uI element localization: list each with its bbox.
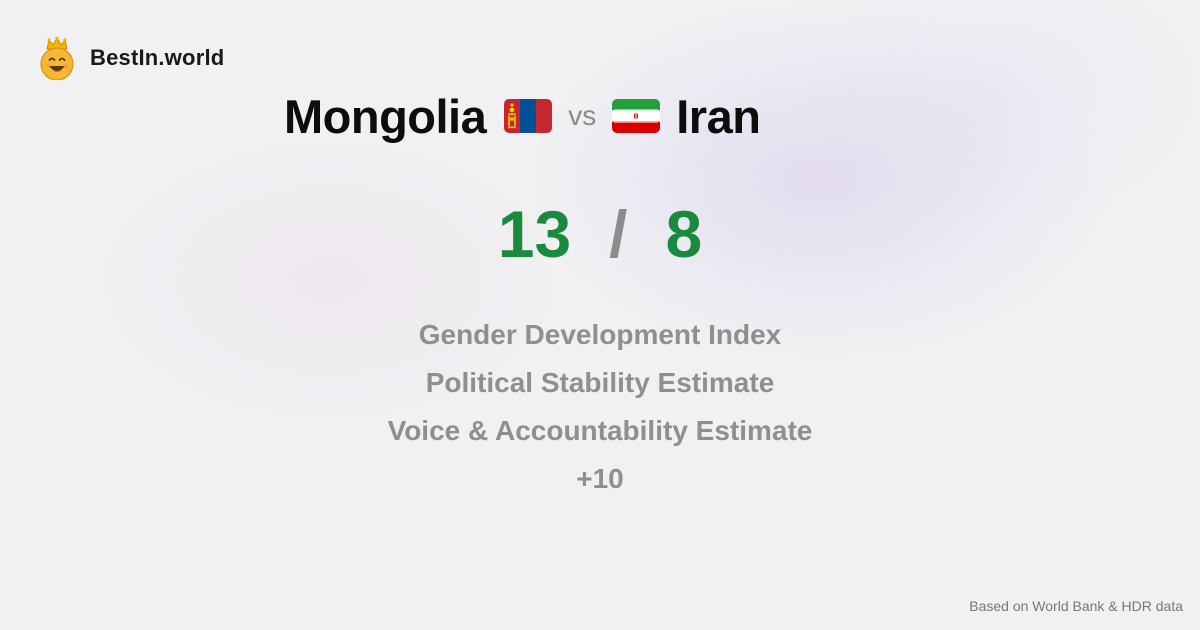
brand-header[interactable]: BestIn.world (38, 36, 224, 80)
metric-item-political-stability: Political Stability Estimate (425, 367, 775, 398)
mongolia-flag-icon (504, 99, 553, 133)
vs-label: vs (568, 100, 597, 131)
metric-item-voice-accountability: Voice & Accountability Estimate (387, 415, 813, 446)
score-summary: 13 / 8 (0, 196, 1200, 272)
score-separator: / (609, 197, 628, 271)
comparison-title: Mongolia vs Iran (284, 84, 761, 148)
right-score: 8 (665, 197, 703, 271)
left-country-name: Mongolia (284, 89, 487, 143)
left-score: 13 (497, 197, 572, 271)
right-country-name: Iran (676, 89, 761, 143)
metric-list: Gender Development Index Political Stabi… (0, 316, 1200, 508)
metric-more-count: +10 (576, 463, 624, 494)
iran-flag-icon (612, 99, 661, 133)
brand-name: BestIn.world (90, 45, 225, 70)
source-note: Based on World Bank & HDR data (969, 598, 1183, 614)
crowned-smiley-icon (40, 36, 74, 80)
metric-item-gender-development: Gender Development Index (418, 319, 782, 350)
